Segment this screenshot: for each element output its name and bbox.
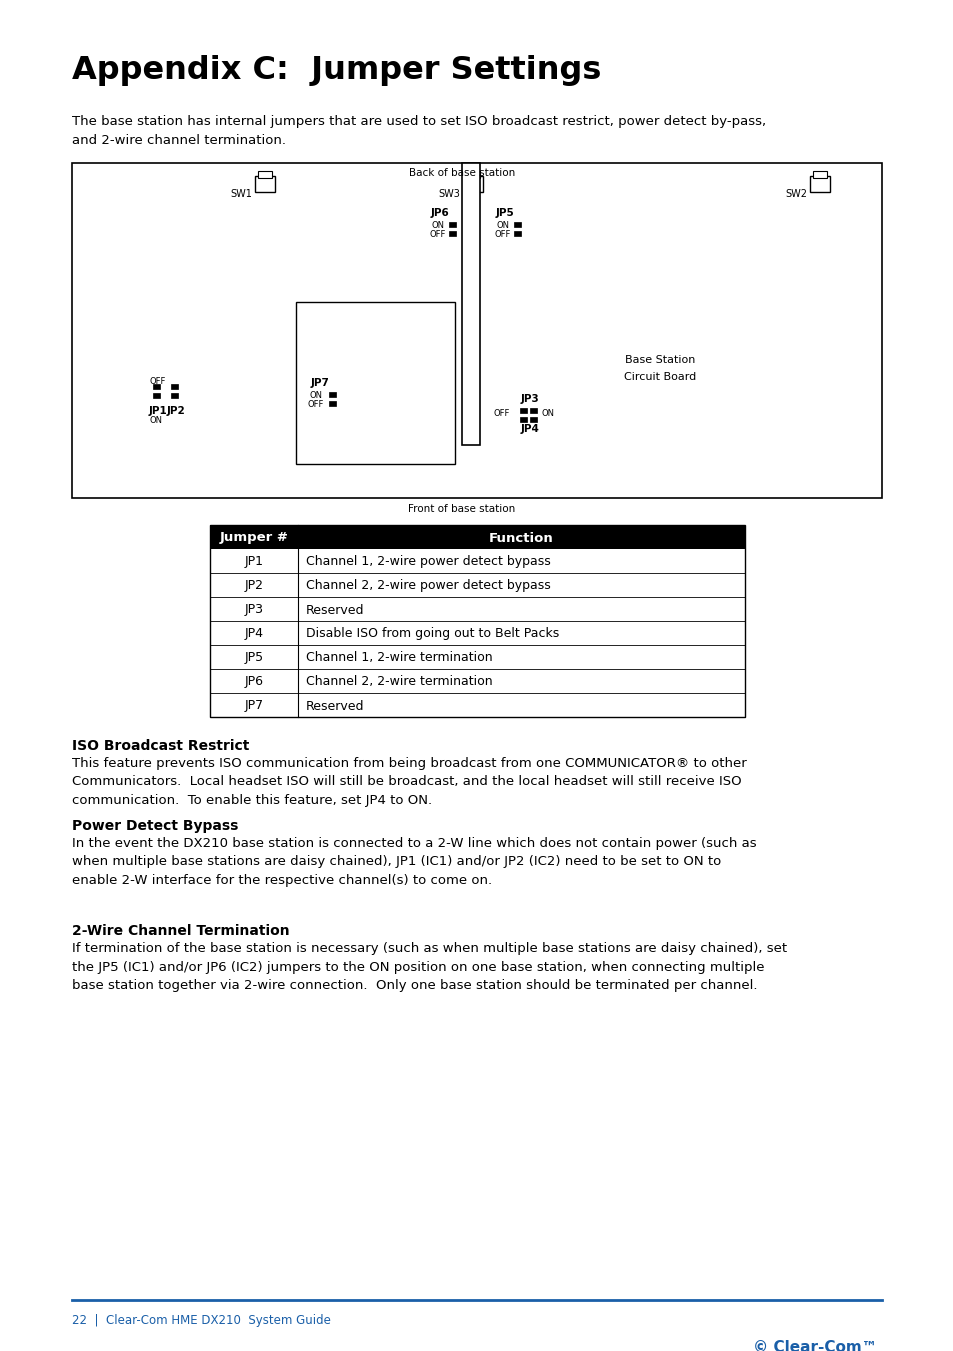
Text: JP3: JP3 xyxy=(244,604,263,616)
Bar xyxy=(329,392,335,397)
Text: Power Detect Bypass: Power Detect Bypass xyxy=(71,819,238,834)
Bar xyxy=(530,408,537,413)
Circle shape xyxy=(303,308,316,322)
Bar xyxy=(449,231,456,236)
Text: Base Station: Base Station xyxy=(624,355,695,365)
Bar xyxy=(210,573,744,597)
Text: Circuit Board: Circuit Board xyxy=(623,372,696,382)
Bar xyxy=(210,669,744,693)
Bar xyxy=(461,163,479,444)
Text: OFF: OFF xyxy=(150,377,166,386)
Text: JP6: JP6 xyxy=(430,208,449,218)
Text: Disable ISO from going out to Belt Packs: Disable ISO from going out to Belt Packs xyxy=(306,627,558,640)
Bar xyxy=(210,644,744,669)
Bar xyxy=(329,401,335,407)
Text: 2-Wire Channel Termination: 2-Wire Channel Termination xyxy=(71,924,290,938)
Circle shape xyxy=(433,308,447,322)
Bar xyxy=(152,384,160,389)
Text: 22  |  Clear-Com HME DX210  System Guide: 22 | Clear-Com HME DX210 System Guide xyxy=(71,1315,331,1327)
Bar xyxy=(210,526,744,549)
Text: Reserved: Reserved xyxy=(306,604,364,616)
Text: ON: ON xyxy=(497,222,510,230)
Text: JP2: JP2 xyxy=(167,407,185,416)
Text: JP2: JP2 xyxy=(244,580,263,593)
Text: OFF: OFF xyxy=(308,400,324,409)
Text: JP7: JP7 xyxy=(311,378,329,388)
Text: Channel 1, 2-wire power detect bypass: Channel 1, 2-wire power detect bypass xyxy=(306,555,550,569)
Text: In the event the DX210 base station is connected to a 2-W line which does not co: In the event the DX210 base station is c… xyxy=(71,838,756,888)
Bar xyxy=(519,417,526,422)
Text: JP1: JP1 xyxy=(244,555,263,569)
Bar xyxy=(210,526,744,717)
Text: Channel 1, 2-wire termination: Channel 1, 2-wire termination xyxy=(306,651,492,665)
Bar xyxy=(462,176,482,192)
Bar xyxy=(530,417,537,422)
Text: ON: ON xyxy=(432,222,444,230)
Text: ON: ON xyxy=(310,390,323,400)
Text: This feature prevents ISO communication from being broadcast from one COMMUNICAT: This feature prevents ISO communication … xyxy=(71,757,746,807)
Bar xyxy=(210,597,744,621)
Text: The base station has internal jumpers that are used to set ISO broadcast restric: The base station has internal jumpers th… xyxy=(71,115,765,147)
Text: ON: ON xyxy=(150,416,163,426)
Circle shape xyxy=(303,440,316,455)
Text: © Clear-Com™: © Clear-Com™ xyxy=(752,1340,876,1351)
Circle shape xyxy=(433,440,447,455)
Text: If termination of the base station is necessary (such as when multiple base stat: If termination of the base station is ne… xyxy=(71,942,786,992)
Text: Back of base station: Back of base station xyxy=(409,168,515,178)
Bar xyxy=(171,384,178,389)
Bar xyxy=(257,172,272,178)
Text: JP6: JP6 xyxy=(244,676,263,689)
Text: JP4: JP4 xyxy=(520,424,538,434)
Bar xyxy=(295,303,455,463)
Text: JP4: JP4 xyxy=(244,627,263,640)
Bar xyxy=(152,393,160,399)
Bar xyxy=(171,393,178,399)
Text: Channel 2, 2-wire power detect bypass: Channel 2, 2-wire power detect bypass xyxy=(306,580,550,593)
Text: Reserved: Reserved xyxy=(306,700,364,712)
Text: JP1: JP1 xyxy=(149,407,167,416)
Bar xyxy=(465,172,479,178)
Bar xyxy=(254,176,274,192)
Bar xyxy=(812,172,826,178)
Bar xyxy=(210,621,744,644)
Text: OFF: OFF xyxy=(430,230,446,239)
Text: ON: ON xyxy=(541,409,555,417)
Text: Front of base station: Front of base station xyxy=(408,504,515,513)
Text: JP3: JP3 xyxy=(520,394,538,404)
Bar xyxy=(210,549,744,573)
Bar xyxy=(514,222,520,227)
Bar xyxy=(210,693,744,717)
Text: Jumper #: Jumper # xyxy=(219,531,288,544)
Text: Appendix C:  Jumper Settings: Appendix C: Jumper Settings xyxy=(71,55,600,86)
Bar xyxy=(449,222,456,227)
Text: SW3: SW3 xyxy=(437,189,459,199)
Text: JP5: JP5 xyxy=(496,208,514,218)
Text: SW1: SW1 xyxy=(230,189,252,199)
Text: JP5: JP5 xyxy=(244,651,263,665)
Text: SW2: SW2 xyxy=(784,189,806,199)
Bar xyxy=(809,176,829,192)
Text: Channel 2, 2-wire termination: Channel 2, 2-wire termination xyxy=(306,676,492,689)
Text: Function: Function xyxy=(489,531,554,544)
Text: OFF: OFF xyxy=(495,230,511,239)
Text: JP7: JP7 xyxy=(244,700,263,712)
Bar xyxy=(514,231,520,236)
Bar xyxy=(519,408,526,413)
Text: ISO Broadcast Restrict: ISO Broadcast Restrict xyxy=(71,739,249,753)
Bar xyxy=(71,163,882,499)
Text: OFF: OFF xyxy=(494,409,510,417)
